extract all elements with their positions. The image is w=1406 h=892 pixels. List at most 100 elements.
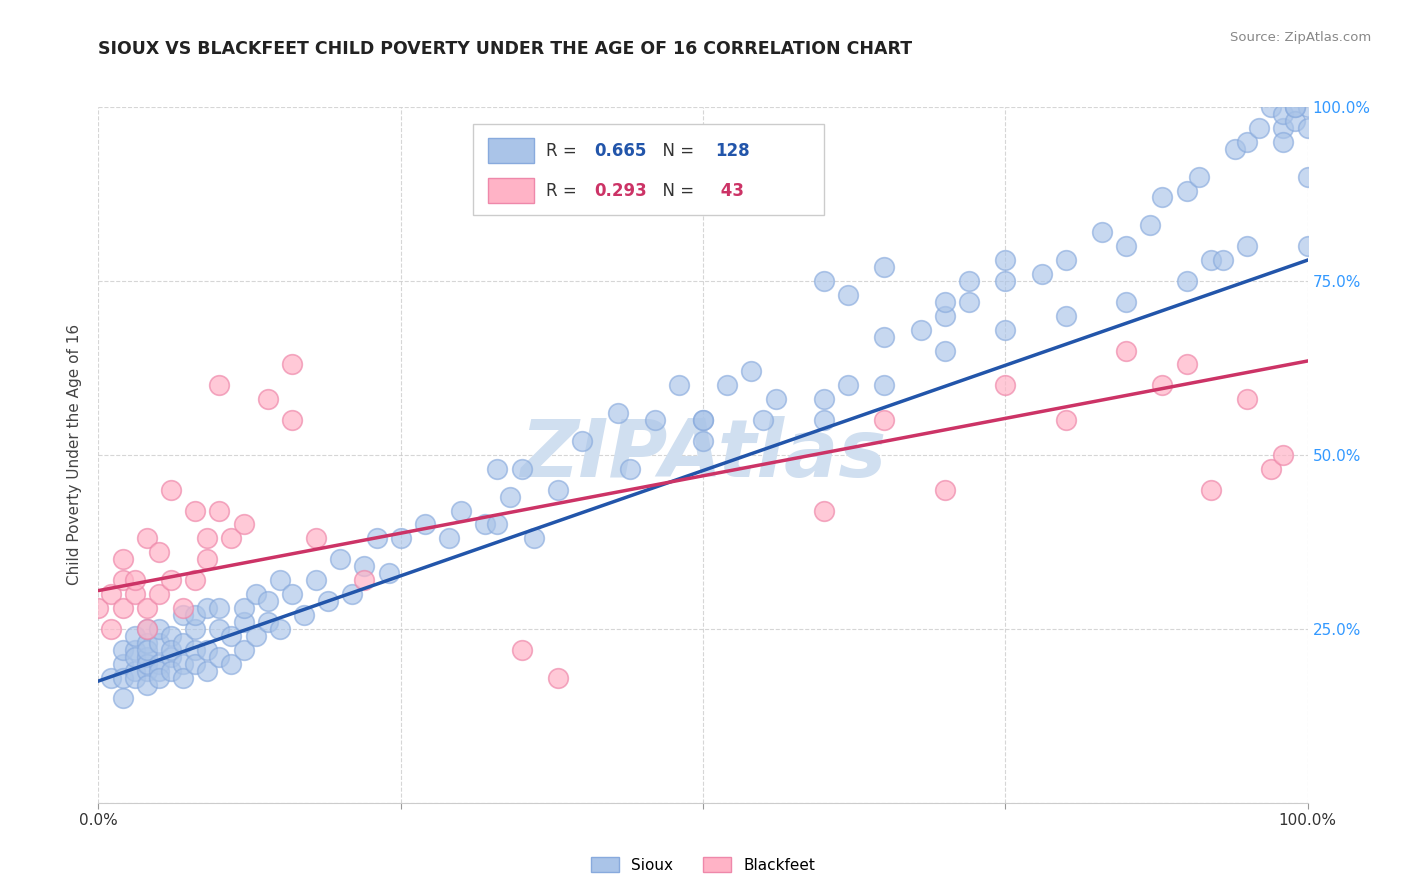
Point	[111, 671, 134, 685]
Point	[1272, 135, 1295, 149]
Text: Source: ZipAtlas.com: Source: ZipAtlas.com	[1230, 31, 1371, 45]
Point	[124, 649, 146, 664]
Point	[644, 413, 666, 427]
Point	[1175, 274, 1198, 288]
Point	[245, 587, 267, 601]
Point	[474, 517, 496, 532]
Point	[124, 573, 146, 587]
Point	[111, 642, 134, 657]
Point	[1091, 225, 1114, 239]
Text: 128: 128	[716, 142, 749, 160]
Point	[607, 406, 630, 420]
Point	[813, 503, 835, 517]
Point	[124, 587, 146, 601]
Point	[1296, 169, 1319, 184]
Point	[486, 517, 509, 532]
Point	[1296, 100, 1319, 114]
Point	[1054, 253, 1077, 268]
Point	[184, 657, 207, 671]
Point	[135, 636, 157, 650]
Point	[1115, 343, 1137, 358]
Point	[716, 378, 738, 392]
Point	[281, 413, 304, 427]
Point	[221, 532, 243, 546]
Point	[413, 517, 436, 532]
Point	[208, 622, 231, 636]
Point	[208, 503, 231, 517]
Point	[148, 636, 170, 650]
Text: ZIPAtlas: ZIPAtlas	[520, 416, 886, 494]
Point	[1188, 169, 1211, 184]
Point	[281, 587, 304, 601]
Point	[1031, 267, 1053, 281]
Point	[1272, 107, 1295, 121]
Point	[160, 649, 183, 664]
Point	[1223, 142, 1246, 156]
Point	[1139, 219, 1161, 233]
Point	[124, 664, 146, 678]
Point	[547, 671, 569, 685]
Point	[184, 607, 207, 622]
Point	[994, 253, 1017, 268]
Point	[934, 343, 956, 358]
Point	[172, 636, 194, 650]
Point	[1272, 120, 1295, 135]
Point	[148, 671, 170, 685]
Point	[873, 378, 896, 392]
Point	[547, 483, 569, 497]
Point	[100, 622, 122, 636]
Point	[957, 294, 980, 309]
Legend: Sioux, Blackfeet: Sioux, Blackfeet	[585, 850, 821, 879]
Point	[135, 649, 157, 664]
Point	[135, 601, 157, 615]
Point	[1284, 100, 1306, 114]
Point	[135, 622, 157, 636]
Point	[305, 532, 328, 546]
Point	[813, 413, 835, 427]
Point	[934, 309, 956, 323]
Point	[1212, 253, 1234, 268]
Point	[873, 413, 896, 427]
Point	[837, 378, 859, 392]
Point	[184, 622, 207, 636]
Point	[366, 532, 388, 546]
Point	[740, 364, 762, 378]
Point	[1284, 100, 1306, 114]
Y-axis label: Child Poverty Under the Age of 16: Child Poverty Under the Age of 16	[67, 325, 83, 585]
Point	[111, 657, 134, 671]
Point	[195, 532, 218, 546]
Point	[619, 462, 641, 476]
Point	[934, 294, 956, 309]
Point	[195, 601, 218, 615]
Point	[1236, 392, 1258, 407]
Point	[523, 532, 546, 546]
Point	[934, 483, 956, 497]
Point	[1272, 448, 1295, 462]
Point	[1115, 294, 1137, 309]
Point	[510, 642, 533, 657]
Point	[1175, 184, 1198, 198]
Point	[292, 607, 315, 622]
Point	[111, 573, 134, 587]
Point	[232, 642, 254, 657]
Point	[329, 552, 352, 566]
Text: R =: R =	[546, 142, 582, 160]
Point	[232, 517, 254, 532]
Point	[571, 434, 593, 448]
Point	[692, 413, 714, 427]
Point	[316, 594, 339, 608]
Point	[256, 615, 278, 629]
Point	[172, 657, 194, 671]
Point	[111, 601, 134, 615]
Point	[1260, 100, 1282, 114]
Point	[1054, 413, 1077, 427]
Point	[389, 532, 412, 546]
Text: SIOUX VS BLACKFEET CHILD POVERTY UNDER THE AGE OF 16 CORRELATION CHART: SIOUX VS BLACKFEET CHILD POVERTY UNDER T…	[98, 40, 912, 58]
Point	[1115, 239, 1137, 253]
Point	[221, 629, 243, 643]
Text: R =: R =	[546, 182, 582, 200]
Point	[172, 601, 194, 615]
Point	[184, 573, 207, 587]
Point	[269, 622, 291, 636]
Point	[232, 615, 254, 629]
